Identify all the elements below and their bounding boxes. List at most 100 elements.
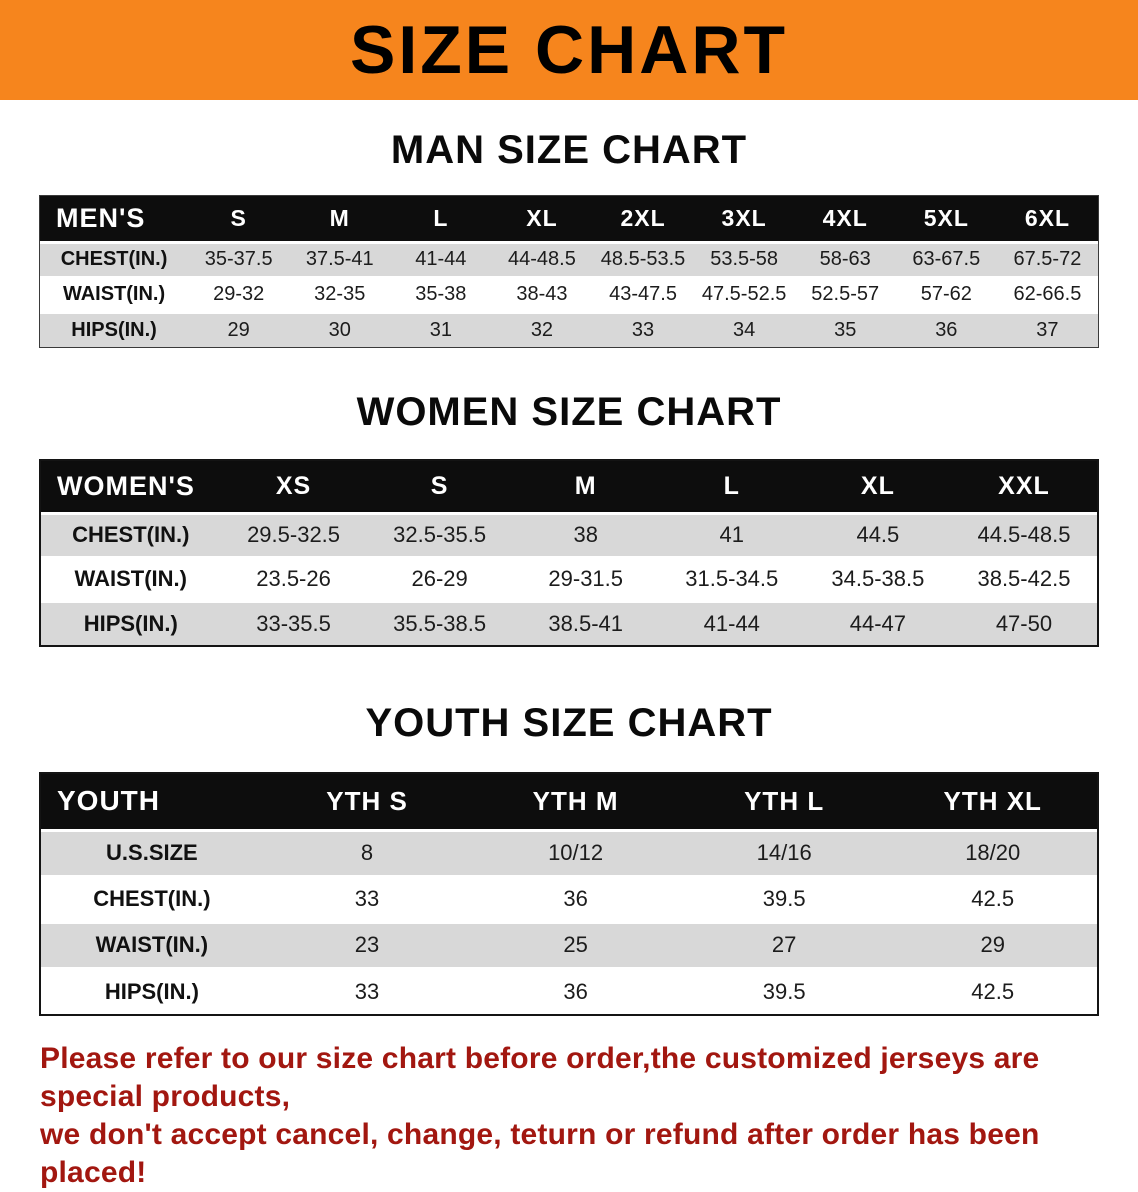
table-header-row: WOMEN'S XS S M L XL XXL (41, 461, 1097, 513)
size-table-head: MEN'S S M L XL 2XL 3XL 4XL 5XL 6XL (40, 196, 1098, 242)
size-value-cell: 29 (980, 932, 1005, 957)
men-size-table: MEN'S S M L XL 2XL 3XL 4XL 5XL 6XL CHEST(IN.) 35-37… (39, 195, 1099, 348)
table-row: HIPS(IN.) 29 30 31 32 33 34 35 36 37 (40, 312, 1098, 347)
size-column-header: YTH XL (943, 785, 1042, 816)
note-line-2: we don't accept cancel, change, teturn o… (40, 1118, 1040, 1190)
size-value-cell: 38.5-42.5 (977, 566, 1071, 591)
table-header-row: MEN'S S M L XL 2XL 3XL 4XL 5XL 6XL (40, 196, 1098, 242)
size-value-cell: 43-47.5 (609, 283, 677, 305)
size-column-header: 5XL (923, 204, 969, 231)
size-value-cell: 30 (328, 318, 351, 341)
size-table-body: CHEST(IN.) 29.5-32.5 32.5-35.5 38 41 44.5 44.5… (41, 513, 1097, 645)
size-value-cell: 29-32 (213, 283, 265, 305)
size-value-cell: 29 (227, 318, 250, 341)
table-row: CHEST(IN.) 35-37.5 37.5-41 41-44 44-48.5 48.5… (40, 242, 1098, 277)
size-value-cell: 47.5-52.5 (701, 283, 787, 305)
size-value-cell: 33-35.5 (256, 610, 331, 636)
size-value-cell: 62-66.5 (1013, 283, 1082, 305)
size-value-cell: 31 (429, 318, 452, 341)
size-value-cell: 25 (563, 932, 588, 957)
size-column-header: 6XL (1024, 204, 1071, 231)
size-value-cell: 38-43 (516, 283, 568, 305)
table-row: WAIST(IN.) 23.5-26 26-29 29-31.5 31.5-34.5 34… (41, 557, 1097, 601)
size-value-cell: 26-29 (411, 566, 468, 591)
size-value-cell: 41-44 (703, 610, 760, 636)
size-value-cell: 33 (354, 978, 380, 1004)
size-value-cell: 38.5-41 (548, 610, 624, 636)
size-value-cell: 44.5-48.5 (977, 522, 1071, 547)
row-label: CHEST(IN.) (93, 886, 211, 911)
size-column-header: YTH S (326, 785, 408, 816)
size-column-header: M (329, 204, 350, 231)
size-value-cell: 33 (631, 318, 655, 341)
women-size-table: WOMEN'S XS S M L XL XXL CHEST(IN.) 29.5-32.5 32.5… (39, 459, 1099, 647)
row-label: WAIST(IN.) (62, 283, 166, 305)
size-value-cell: 36 (563, 978, 588, 1004)
size-value-cell: 32-35 (314, 283, 366, 305)
size-value-cell: 18/20 (965, 840, 1021, 865)
size-value-cell: 52.5-57 (811, 283, 880, 305)
note-line-1: Please refer to our size chart before or… (40, 1042, 1040, 1114)
row-label: HIPS(IN.) (104, 978, 199, 1004)
size-table-body: U.S.SIZE 8 10/12 14/16 18/20 CHEST(IN.) 33 36 39… (41, 830, 1097, 1014)
table-header-row: YOUTH YTH S YTH M YTH L YTH XL (41, 774, 1097, 830)
banner: SIZE CHART (0, 0, 1138, 100)
size-value-cell: 41 (719, 522, 745, 547)
size-column-header: 2XL (620, 204, 666, 231)
size-value-cell: 38 (573, 522, 598, 547)
size-value-cell: 58-63 (819, 248, 871, 270)
size-value-cell: 57-62 (920, 283, 972, 305)
size-value-cell: 23 (354, 932, 380, 957)
women-section-heading: WOMEN SIZE CHART (356, 390, 782, 434)
size-value-cell: 34.5-38.5 (831, 566, 925, 591)
table-row: HIPS(IN.) 33 36 39.5 42.5 (41, 968, 1097, 1014)
size-table: WOMEN'S XS S M L XL XXL CHEST(IN.) 29.5-32.5 32.5… (41, 461, 1097, 645)
men-section-heading: MAN SIZE CHART (390, 128, 748, 172)
size-value-cell: 39.5 (762, 978, 806, 1004)
size-table: MEN'S S M L XL 2XL 3XL 4XL 5XL 6XL CHEST(IN.) 35-37… (40, 196, 1098, 347)
size-value-cell: 53.5-58 (710, 248, 779, 270)
row-label: CHEST(IN.) (60, 248, 168, 270)
size-value-cell: 44.5 (856, 522, 900, 547)
order-note: Please refer to our size chart before or… (40, 1040, 1098, 1192)
size-value-cell: 34 (733, 318, 756, 341)
size-column-header: YTH L (744, 785, 825, 816)
size-column-header: S (430, 471, 449, 500)
row-label: HIPS(IN.) (83, 610, 178, 636)
size-value-cell: 37 (1036, 318, 1059, 341)
size-value-cell: 35-38 (415, 283, 467, 305)
row-label: WAIST(IN.) (95, 932, 209, 957)
size-value-cell: 39.5 (762, 886, 806, 911)
table-row: CHEST(IN.) 29.5-32.5 32.5-35.5 38 41 44.5 44.5… (41, 513, 1097, 557)
size-value-cell: 36 (935, 318, 958, 341)
size-column-header: L (433, 204, 449, 231)
size-column-header: M (574, 471, 597, 500)
size-column-header: L (723, 471, 740, 500)
size-value-cell: 37.5-41 (305, 248, 374, 270)
size-value-cell: 31.5-34.5 (685, 566, 779, 591)
size-value-cell: 63-67.5 (912, 248, 981, 270)
row-label: WAIST(IN.) (74, 566, 187, 591)
size-value-cell: 8 (360, 840, 374, 865)
table-row: WAIST(IN.) 29-32 32-35 35-38 38-43 43-47.5 47.… (40, 277, 1098, 312)
page-title: SIZE CHART (350, 12, 788, 88)
size-column-header: XS (275, 471, 312, 500)
youth-size-table: YOUTH YTH S YTH M YTH L YTH XL U.S.SIZE 8 10/12… (39, 772, 1099, 1016)
size-column-header: S (230, 204, 247, 231)
size-value-cell: 36 (563, 886, 588, 911)
size-value-cell: 35 (834, 318, 857, 341)
size-table-head: WOMEN'S XS S M L XL XXL (41, 461, 1097, 513)
size-value-cell: 29-31.5 (548, 566, 624, 591)
size-value-cell: 35-37.5 (204, 248, 273, 270)
size-value-cell: 32 (530, 318, 554, 341)
table-row: WAIST(IN.) 23 25 27 29 (41, 922, 1097, 968)
table-corner-label: YOUTH (57, 785, 160, 817)
table-row: U.S.SIZE 8 10/12 14/16 18/20 (41, 830, 1097, 876)
size-value-cell: 14/16 (756, 840, 812, 865)
size-value-cell: 10/12 (548, 840, 604, 865)
size-value-cell: 33 (354, 886, 380, 911)
row-label: HIPS(IN.) (71, 318, 157, 341)
size-value-cell: 42.5 (971, 978, 1015, 1004)
table-corner-label: WOMEN'S (57, 470, 195, 501)
size-value-cell: 27 (771, 932, 797, 957)
